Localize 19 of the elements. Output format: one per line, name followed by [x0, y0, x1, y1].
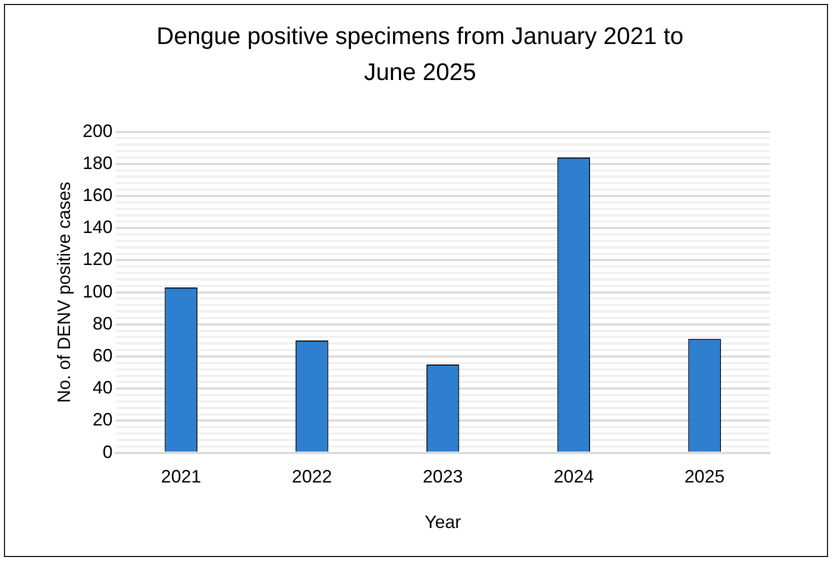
y-tick-label: 80 — [92, 313, 113, 334]
x-tick-label: 2023 — [422, 466, 463, 487]
x-tick-label: 2025 — [684, 466, 725, 487]
y-tick-label: 160 — [82, 184, 113, 205]
x-tick-label: 2024 — [554, 466, 594, 487]
x-axis-title: Year — [424, 512, 462, 532]
y-tick-label: 200 — [82, 120, 113, 141]
x-tick-label: 2021 — [161, 466, 202, 487]
y-tick-label: 180 — [82, 152, 113, 173]
y-tick-label: 140 — [82, 217, 113, 238]
y-tick-label: 20 — [92, 410, 113, 430]
y-tick-label: 0 — [102, 442, 113, 462]
y-tick-label: 40 — [92, 378, 113, 398]
y-tick-label: 60 — [92, 345, 113, 366]
y-tick-label: 120 — [82, 249, 113, 270]
chart-title: Dengue positive specimens from January 2021 to June 2025 — [156, 22, 684, 88]
y-axis-title: No. of DENV positive cases — [54, 182, 74, 403]
y-tick-label: 100 — [82, 281, 113, 302]
x-tick-label: 2022 — [292, 466, 332, 487]
